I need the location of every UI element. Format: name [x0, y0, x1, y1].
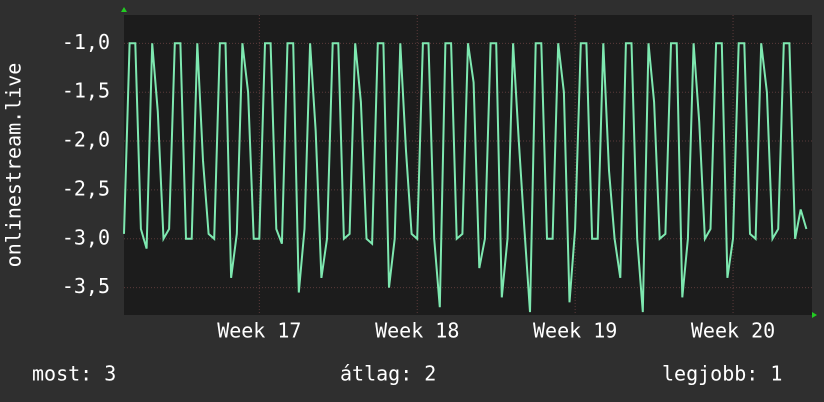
x-tick-label: Week 17 — [217, 319, 301, 343]
footer-stat: most: 3 — [32, 362, 116, 386]
x-tick-label: Week 19 — [533, 319, 617, 343]
x-tick-label: Week 20 — [691, 319, 775, 343]
y-tick-label: -1,5 — [62, 79, 110, 103]
footer-stat: átlag: 2 — [340, 362, 436, 386]
y-tick-label: -2,0 — [62, 128, 110, 152]
y-tick-label: -1,0 — [62, 30, 110, 54]
y-tick-label: -3,5 — [62, 274, 110, 298]
line — [123, 42, 808, 313]
x-tick-label: Week 18 — [375, 319, 459, 343]
footer-stat: legjobb: 1 — [662, 362, 782, 386]
axis-arrow — [812, 312, 817, 318]
y-axis-label: onlinestream.live — [2, 63, 26, 268]
y-tick-label: -3,0 — [62, 225, 110, 249]
axis-arrow — [121, 7, 127, 12]
y-tick-label: -2,5 — [62, 176, 110, 200]
